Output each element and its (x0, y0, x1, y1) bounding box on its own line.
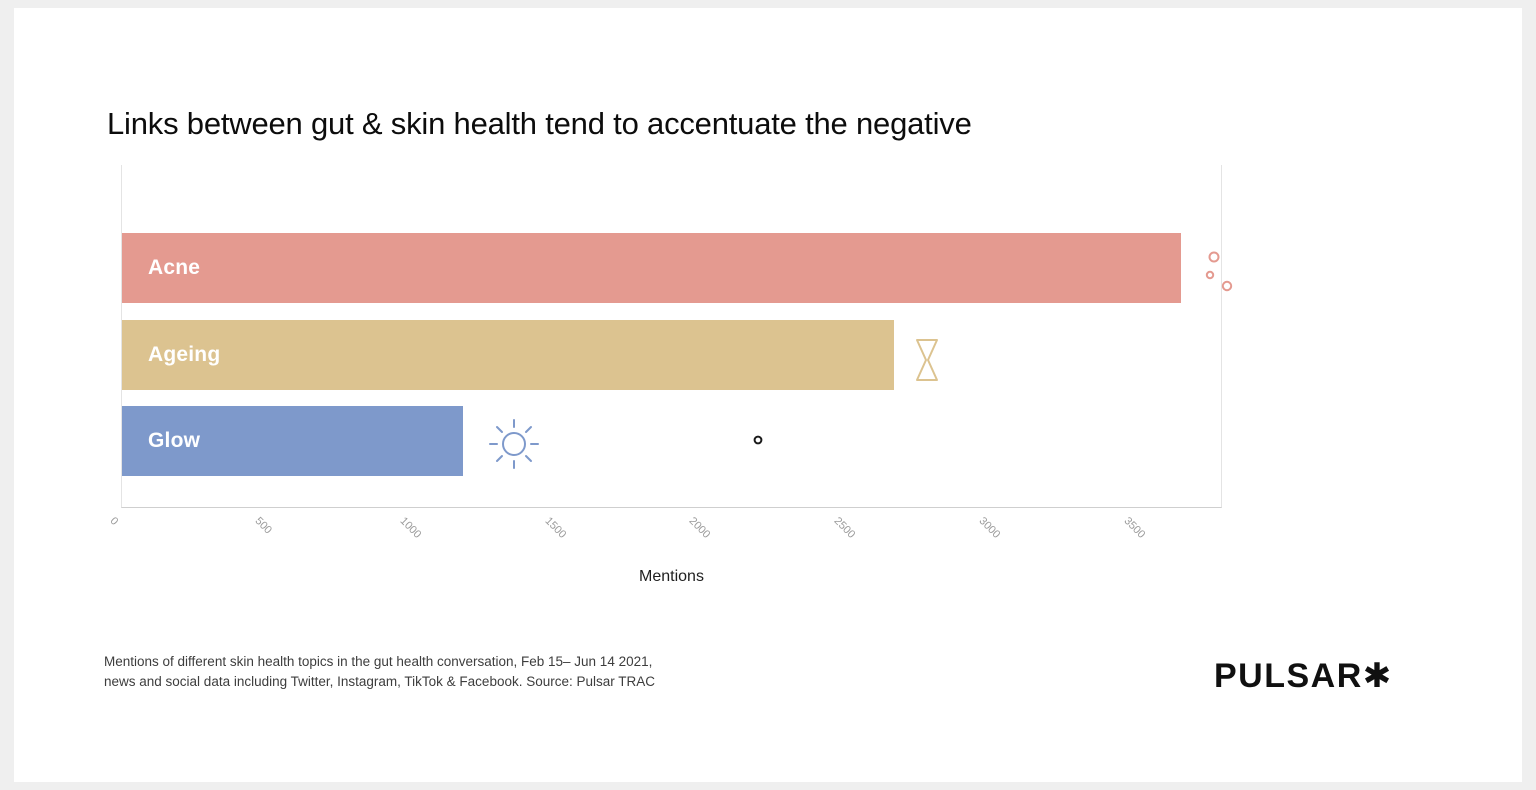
caption-line-2: news and social data including Twitter, … (104, 674, 656, 690)
x-tick-label: 2000 (686, 515, 713, 541)
slide: Links between gut & skin health tend to … (14, 8, 1522, 782)
bar-label-ageing: Ageing (148, 342, 221, 366)
x-tick-label: 1000 (397, 515, 424, 541)
bar-row-acne: Acne (122, 233, 1221, 303)
hourglass-icon (916, 339, 938, 381)
pulsar-logo: PULSAR✱ (1214, 656, 1391, 696)
page-title: Links between gut & skin health tend to … (107, 106, 972, 141)
bar-row-glow: Glow (122, 406, 1221, 476)
x-axis-label: Mentions (639, 568, 704, 585)
bubbles-icon (1205, 251, 1233, 292)
bar-row-ageing: Ageing (122, 319, 1221, 390)
x-tick-label: 3500 (1121, 515, 1148, 541)
x-tick-label: 0 (107, 515, 121, 528)
bar-label-acne: Acne (148, 256, 201, 279)
logo-text: PULSAR (1214, 657, 1363, 695)
logo-asterisk: ✱ (1362, 657, 1392, 695)
caption-line-1: Mentions of different skin health topics… (104, 654, 653, 669)
bar-chart-plot-area: Acne Ageing Glow (121, 165, 1233, 508)
x-tick-label: 2500 (831, 515, 858, 541)
bar-ageing: Ageing (122, 319, 895, 390)
sun-icon (489, 419, 539, 469)
bar-glow: Glow (122, 406, 464, 476)
dot-icon (753, 435, 763, 445)
bar-acne: Acne (122, 233, 1181, 303)
x-axis-ticks: 0 500 1000 1500 2000 2500 3000 3500 (108, 511, 1222, 557)
x-tick-label: 1500 (542, 515, 568, 541)
bar-label-glow: Glow (148, 429, 201, 452)
x-tick-label: 3000 (976, 515, 1003, 541)
x-tick-label: 500 (252, 515, 274, 537)
chart-caption: Mentions of different skin health topics… (104, 652, 655, 693)
